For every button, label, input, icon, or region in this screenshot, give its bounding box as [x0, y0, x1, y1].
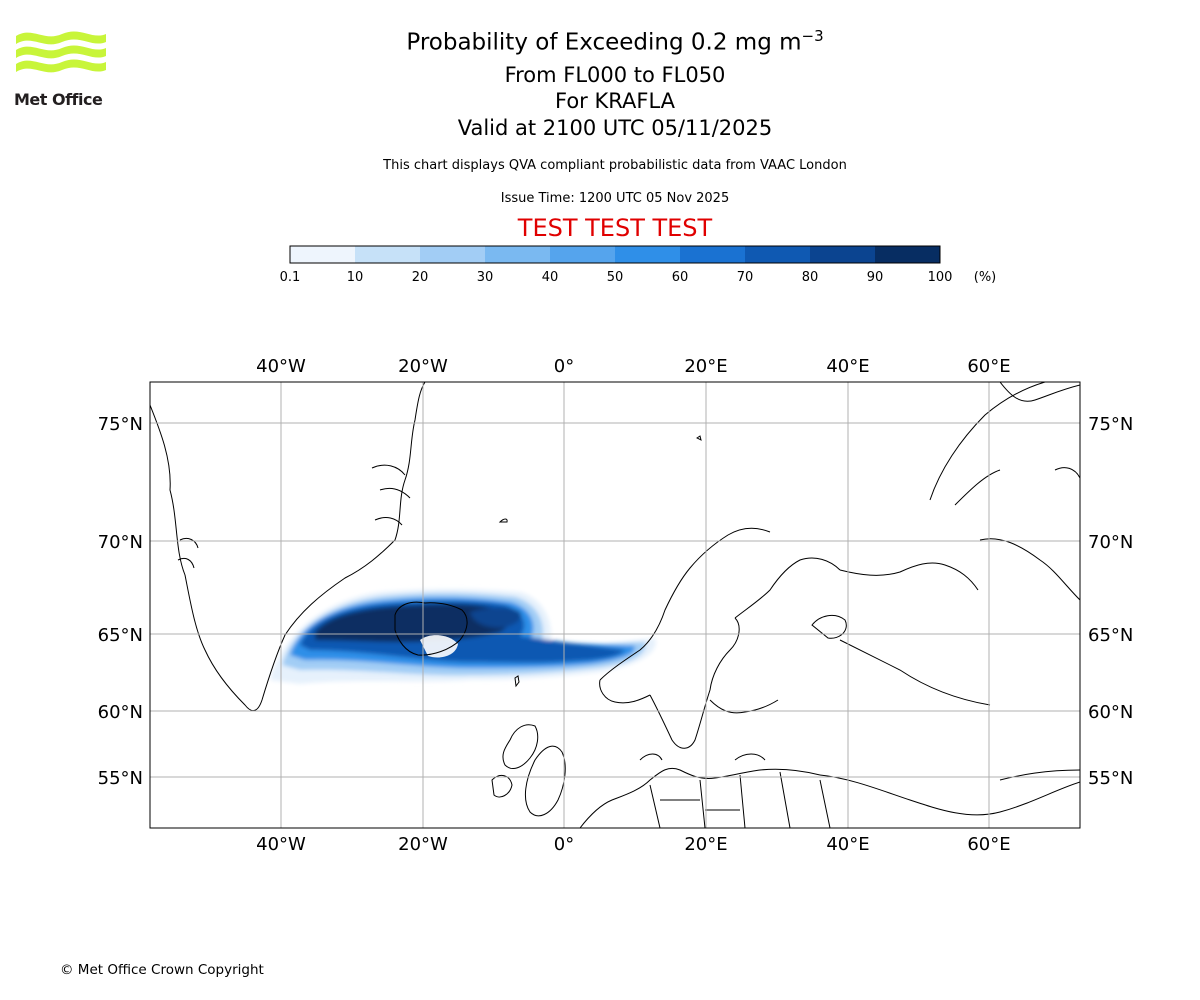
colorbar	[289, 245, 941, 264]
logo-text: Met Office	[14, 90, 103, 109]
lat-label: 70°N	[98, 532, 143, 553]
colorbar-swatch	[680, 246, 745, 263]
test-banner: TEST TEST TEST	[517, 214, 713, 242]
colorbar-tick: 80	[801, 270, 819, 285]
issue-time: Issue Time: 1200 UTC 05 Nov 2025	[500, 191, 730, 206]
lon-label: 20°E	[684, 356, 727, 377]
copyright-notice: © Met Office Crown Copyright	[60, 962, 264, 978]
lat-label: 60°N	[1088, 702, 1133, 723]
lon-label: 0°	[554, 834, 574, 855]
valid-time: Valid at 2100 UTC 05/11/2025	[457, 116, 773, 140]
data-source-note: This chart displays QVA compliant probab…	[383, 158, 847, 173]
colorbar-tick: 100	[927, 270, 953, 285]
lat-label: 75°N	[98, 414, 143, 435]
map-area	[150, 382, 1080, 828]
colorbar-tick: 0.1	[279, 270, 301, 285]
colorbar-swatch	[485, 246, 550, 263]
lat-label: 75°N	[1088, 414, 1133, 435]
colorbar-tick: 10	[346, 270, 364, 285]
lat-label: 70°N	[1088, 532, 1133, 553]
lon-label: 40°E	[826, 834, 869, 855]
volcano-name: For KRAFLA	[555, 89, 675, 113]
colorbar-swatch	[290, 246, 355, 263]
coastlines	[150, 382, 1080, 828]
lon-label: 20°W	[398, 356, 448, 377]
lat-label: 65°N	[1088, 625, 1133, 646]
lon-label: 20°E	[684, 834, 727, 855]
graticule	[150, 382, 1080, 828]
colorbar-swatch	[615, 246, 680, 263]
met-office-waves-icon	[16, 31, 106, 73]
met-office-logo: Met Office	[14, 28, 108, 112]
lon-label: 20°W	[398, 834, 448, 855]
lat-labels-left: 75°N 70°N 65°N 60°N 55°N	[98, 414, 143, 789]
colorbar-tick: 30	[476, 270, 494, 285]
lon-label: 40°W	[256, 356, 306, 377]
lon-label: 40°E	[826, 356, 869, 377]
lon-label: 60°E	[967, 356, 1010, 377]
lat-labels-right: 75°N 70°N 65°N 60°N 55°N	[1088, 414, 1133, 789]
map-frame	[149, 381, 1081, 829]
flight-level-range: From FL000 to FL050	[504, 63, 726, 87]
colorbar-tick: 40	[541, 270, 559, 285]
colorbar-tick: 50	[606, 270, 624, 285]
colorbar-swatch	[355, 246, 420, 263]
colorbar-swatch	[745, 246, 810, 263]
chart-title: Probability of Exceeding 0.2 mg m−3	[406, 27, 824, 56]
colorbar-tick: 20	[411, 270, 429, 285]
title-exponent: −3	[801, 27, 824, 45]
lat-label: 55°N	[98, 768, 143, 789]
plume-gap	[420, 635, 458, 658]
colorbar-swatch	[420, 246, 485, 263]
colorbar-unit: (%)	[973, 270, 997, 285]
lat-label: 60°N	[98, 702, 143, 723]
colorbar-tick: 60	[671, 270, 689, 285]
lon-label: 40°W	[256, 834, 306, 855]
lat-label: 55°N	[1088, 768, 1133, 789]
lon-label: 60°E	[967, 834, 1010, 855]
colorbar-frame	[289, 245, 941, 264]
colorbar-swatch	[810, 246, 875, 263]
colorbar-tick: 90	[866, 270, 884, 285]
lat-label: 65°N	[98, 625, 143, 646]
colorbar-tick: 70	[736, 270, 754, 285]
lon-labels-bottom: 40°W 20°W 0° 20°E 40°E 60°E	[256, 834, 1010, 855]
lon-labels-top: 40°W 20°W 0° 20°E 40°E 60°E	[256, 356, 1010, 377]
colorbar-swatch	[550, 246, 615, 263]
lon-label: 0°	[554, 356, 574, 377]
colorbar-tick-labels: 0.1 10 20 30 40 50 60 70 80 90 100 (%)	[0, 270, 1200, 288]
colorbar-swatch	[875, 246, 940, 263]
